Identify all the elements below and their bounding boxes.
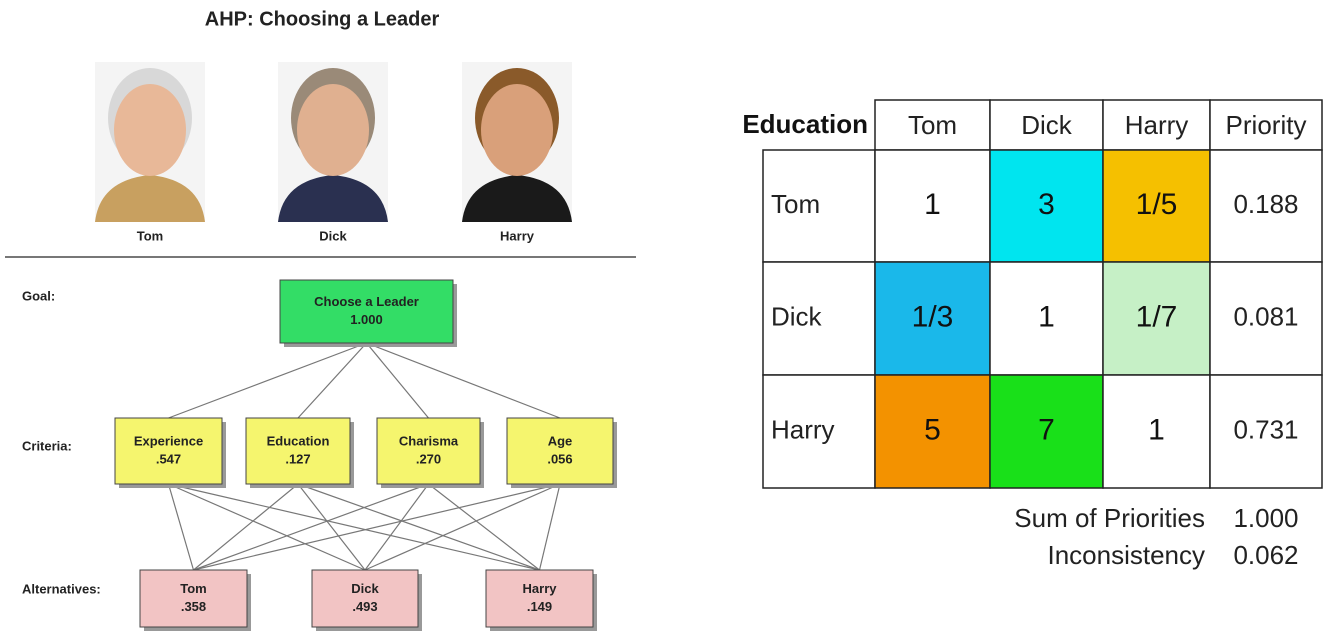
row-label-cell — [762, 261, 876, 376]
node-box — [139, 569, 248, 628]
connector — [193, 483, 429, 571]
node-value: .493 — [352, 599, 377, 614]
candidate-name: Dick — [319, 228, 347, 243]
node-name: Harry — [523, 581, 558, 596]
node-value: .149 — [527, 599, 552, 614]
connector — [193, 483, 299, 571]
cell-value: 1/5 — [1136, 188, 1178, 221]
connector — [297, 483, 540, 571]
level-label: Goal: — [22, 288, 55, 303]
node-name: Age — [548, 433, 573, 448]
connector — [297, 483, 366, 571]
node-name: Tom — [180, 581, 206, 596]
cell-value: 3 — [1038, 188, 1055, 221]
node-name: Education — [267, 433, 330, 448]
summary-label: Inconsistency — [1047, 540, 1205, 570]
title: AHP: Choosing a Leader — [205, 8, 440, 30]
connector — [366, 342, 429, 419]
matrix-cell — [1102, 374, 1211, 489]
node-box — [506, 417, 614, 485]
header-cell — [1209, 99, 1323, 151]
cell-value: 7 — [1038, 413, 1055, 446]
node-name: Dick — [351, 581, 379, 596]
connector — [364, 483, 429, 571]
priority-value: 0.081 — [1233, 301, 1298, 331]
connector — [428, 483, 540, 571]
matrix-cell — [1102, 261, 1211, 376]
cell-value: 5 — [924, 413, 941, 446]
candidate-name: Tom — [137, 228, 163, 243]
connector — [297, 342, 367, 419]
node-box — [245, 417, 351, 485]
node-box — [485, 569, 594, 628]
node-name: Charisma — [399, 433, 459, 448]
node-value: .127 — [285, 451, 310, 466]
summary-value: 1.000 — [1233, 503, 1298, 533]
cell-value: 1/7 — [1136, 300, 1178, 333]
row-label-cell — [762, 149, 876, 263]
cell-value: 1 — [1038, 300, 1055, 333]
connector — [366, 342, 561, 419]
priority-cell — [1209, 149, 1323, 263]
row-label: Dick — [771, 301, 823, 331]
node-value: .547 — [156, 451, 181, 466]
connector — [168, 483, 366, 571]
matrix-cell — [1102, 149, 1211, 263]
node-value: 1.000 — [350, 312, 383, 327]
node-name: Choose a Leader — [314, 294, 419, 309]
matrix-cell — [874, 149, 991, 263]
photo-shoulders — [278, 175, 388, 222]
photo-shoulders — [462, 175, 572, 222]
priority-value: 0.731 — [1233, 414, 1298, 444]
level-label: Alternatives: — [22, 581, 101, 596]
node-box — [311, 569, 419, 628]
matrix-cell — [989, 149, 1104, 263]
matrix-cell — [989, 261, 1104, 376]
connector — [167, 483, 195, 571]
summary-label: Sum of Priorities — [1014, 503, 1205, 533]
photo-shoulders — [95, 175, 205, 222]
photo-face — [114, 84, 186, 176]
row-label: Tom — [771, 189, 820, 219]
candidate-name: Harry — [500, 228, 535, 243]
criterion-label: Education — [742, 109, 868, 139]
cell-value: 1 — [1148, 413, 1165, 446]
node-name: Experience — [134, 433, 203, 448]
cell-value: 1 — [924, 188, 941, 221]
priority-value: 0.188 — [1233, 189, 1298, 219]
node-box — [376, 417, 481, 485]
column-header: Priority — [1226, 110, 1307, 140]
matrix-cell — [874, 374, 991, 489]
connector — [364, 483, 561, 571]
column-header: Harry — [1125, 110, 1189, 140]
column-header: Tom — [908, 110, 957, 140]
node-box — [114, 417, 223, 485]
row-label: Harry — [771, 414, 835, 444]
connector — [168, 342, 367, 419]
photo-face — [297, 84, 369, 176]
cell-value: 1/3 — [912, 300, 954, 333]
node-value: .056 — [547, 451, 572, 466]
row-label-cell — [762, 374, 876, 489]
node-value: .358 — [181, 599, 206, 614]
connector — [168, 483, 540, 571]
node-value: .270 — [416, 451, 441, 466]
priority-cell — [1209, 261, 1323, 376]
connector — [193, 483, 561, 571]
photo-face — [481, 84, 553, 176]
connector — [538, 483, 561, 571]
column-header: Dick — [1021, 110, 1073, 140]
level-label: Criteria: — [22, 438, 72, 453]
node-box — [279, 279, 454, 344]
priority-cell — [1209, 374, 1323, 489]
matrix-cell — [989, 374, 1104, 489]
matrix-cell — [874, 261, 991, 376]
summary-value: 0.062 — [1233, 540, 1298, 570]
